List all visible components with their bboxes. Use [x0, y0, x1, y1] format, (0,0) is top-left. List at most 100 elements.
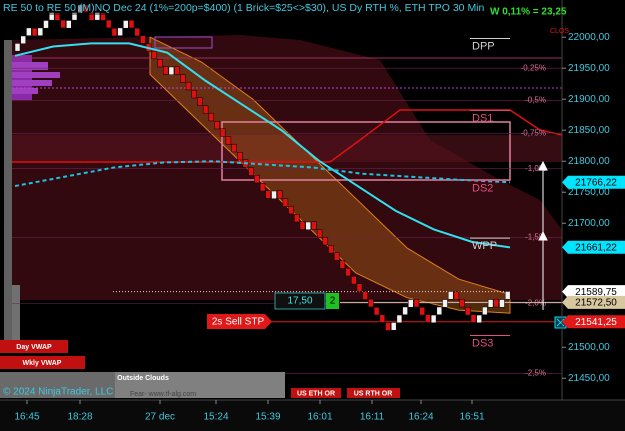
x-tick-label: 18:28	[67, 412, 92, 423]
brick	[271, 190, 277, 200]
brick	[219, 128, 226, 137]
y-tick-label: 21900,00	[568, 94, 610, 105]
level-label: DPP	[472, 40, 495, 52]
x-tick-label: 15:39	[255, 412, 280, 423]
brick	[385, 322, 391, 331]
copyright: © 2024 NinjaTrader, LLC	[3, 387, 113, 398]
brick	[465, 307, 471, 316]
brick	[299, 221, 306, 230]
brick	[168, 66, 175, 75]
brick	[459, 298, 465, 308]
brick	[379, 314, 386, 323]
x-tick-label: 16:01	[307, 412, 332, 423]
price-tag	[562, 315, 625, 329]
price-tag-label: 21541,25	[575, 317, 617, 328]
brick	[111, 27, 118, 37]
overlay-line	[14, 42, 511, 249]
brick	[37, 27, 44, 36]
price-tag	[562, 175, 625, 189]
brick	[487, 299, 494, 308]
brick	[333, 252, 340, 261]
brick	[453, 291, 460, 300]
brick	[254, 174, 260, 184]
overlay-line	[14, 160, 511, 188]
brick	[419, 307, 425, 316]
brick	[259, 183, 266, 192]
percent-label: -1,0%	[525, 164, 546, 173]
brick	[20, 35, 26, 44]
brick	[390, 322, 397, 331]
brick	[248, 167, 254, 176]
percent-label: -2,5%	[525, 368, 546, 377]
order-qty-box[interactable]	[326, 293, 339, 309]
y-tick-label: 21950,00	[568, 63, 610, 74]
brick	[362, 291, 368, 300]
brick	[77, 4, 83, 13]
brick	[504, 291, 511, 300]
brick	[71, 12, 78, 21]
x-tick-label: 16:24	[408, 412, 433, 423]
brick	[128, 19, 135, 29]
brick	[14, 43, 21, 52]
range-label: US RTH OR	[354, 390, 393, 397]
percent-label: -2,0%	[525, 298, 546, 307]
price-tag-label: 21766,22	[575, 177, 617, 188]
brick	[265, 190, 272, 199]
chart-title: RE 50 to RE 50 (M)NQ Dec 24 (1%=200p=$40…	[3, 2, 485, 14]
brick	[60, 19, 66, 29]
y-tick-label: 22000,00	[568, 32, 610, 43]
order-label: 2s Sell STP	[212, 317, 265, 328]
brick	[100, 12, 106, 21]
level-label: DS1	[472, 112, 493, 124]
brick	[311, 221, 317, 230]
brick	[197, 97, 203, 106]
button[interactable]	[0, 356, 85, 369]
brick	[202, 105, 209, 114]
brick	[151, 50, 158, 60]
brick	[402, 306, 408, 315]
brick	[88, 12, 95, 21]
brick	[54, 12, 61, 21]
x-tick-label: 16:11	[360, 412, 385, 423]
brick	[134, 27, 140, 37]
time-axis	[0, 400, 625, 431]
order-label-box[interactable]	[207, 314, 272, 329]
order-price-box[interactable]	[274, 292, 326, 310]
brick	[294, 214, 300, 223]
brick	[117, 27, 123, 36]
price-tag	[562, 285, 625, 299]
button-label: Day VWAP	[16, 344, 52, 351]
price-tag-label: 21661,22	[575, 242, 617, 253]
percent-label: -0,5%	[525, 96, 546, 105]
level-label: DS2	[472, 182, 493, 194]
brick	[282, 198, 289, 207]
button[interactable]	[0, 340, 68, 353]
brick	[180, 74, 186, 83]
status: W 0,11% = 23,25	[490, 7, 567, 18]
title-bg	[0, 0, 470, 15]
brick	[482, 306, 488, 315]
range-label: US ETH OR	[297, 390, 335, 397]
brick	[396, 314, 403, 324]
brick	[425, 314, 431, 323]
y-tick-label: 21450,00	[568, 373, 610, 384]
price-tag	[562, 295, 625, 309]
brick	[339, 260, 346, 269]
percent-label: -1,5%	[525, 233, 546, 242]
brick	[499, 299, 505, 308]
level-label: WPP	[472, 240, 497, 252]
zone-box	[221, 121, 511, 181]
panel-label: Outside Clouds	[117, 375, 169, 382]
brick	[225, 136, 232, 145]
brick	[43, 20, 49, 29]
pivot-line	[12, 109, 563, 163]
percent-label: -0,25%	[521, 63, 546, 72]
brick	[105, 19, 112, 29]
brick	[191, 89, 197, 99]
brick	[436, 306, 443, 315]
brick	[442, 299, 448, 308]
marker: CLOS	[550, 28, 569, 35]
brick	[476, 314, 482, 324]
price-tag-label: 21589,75	[575, 287, 617, 298]
brick	[305, 221, 311, 231]
